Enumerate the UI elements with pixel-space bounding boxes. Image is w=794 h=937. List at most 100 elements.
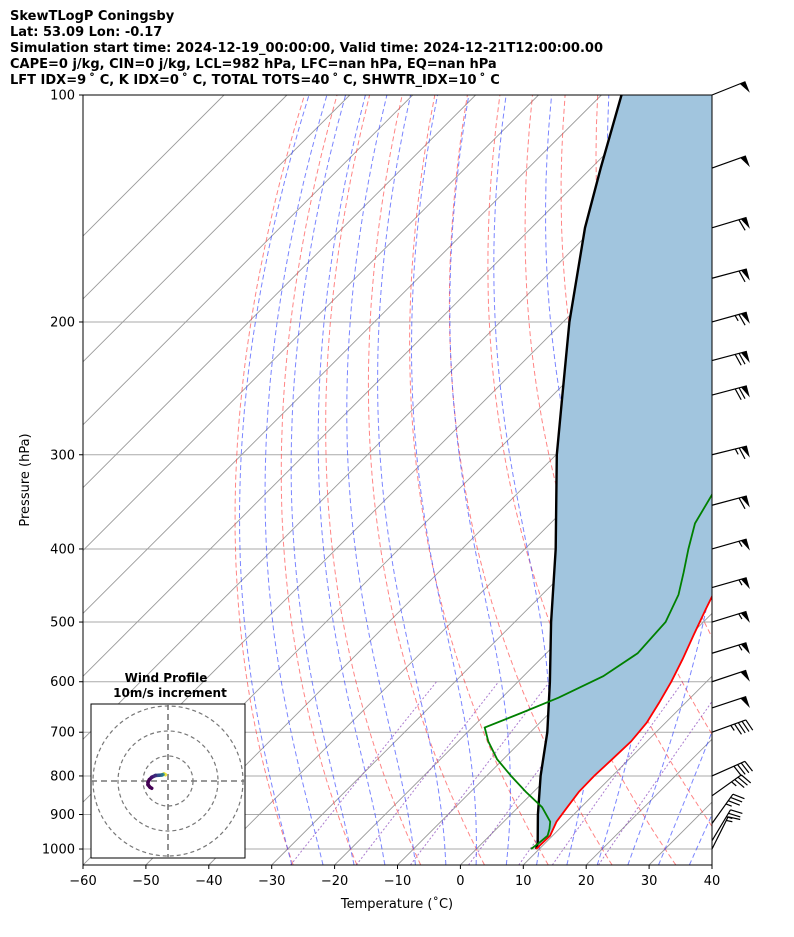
isotherm-line: [522, 675, 712, 865]
dry-adiabat-line: [728, 95, 794, 865]
moist-adiabat-line: [377, 95, 447, 865]
isotherm-line: [775, 95, 794, 865]
wind-barb: [711, 793, 745, 824]
wind-barb: [711, 696, 750, 709]
y-tick-label: 200: [50, 315, 75, 330]
isotherm-line: [145, 298, 712, 865]
x-tick-label: −30: [258, 874, 285, 889]
moist-adiabat-line: [264, 95, 328, 865]
isotherm-line: [83, 95, 539, 552]
dewpoint-profile-line: [483, 492, 712, 850]
x-tick-label: 30: [641, 874, 658, 889]
wind-barb: [711, 445, 750, 460]
hodograph-title: Wind Profile: [125, 671, 208, 685]
moist-adiabat-line: [410, 95, 477, 865]
dry-adiabat-line: [280, 95, 358, 865]
moist-adiabat-line: [627, 95, 712, 865]
x-tick-label: 10: [515, 874, 532, 889]
y-tick-label: 700: [50, 726, 75, 741]
x-tick-label: −40: [195, 874, 222, 889]
y-tick-label: 800: [50, 769, 75, 784]
wind-barb: [711, 642, 750, 655]
dry-adiabat-line: [234, 95, 305, 865]
dry-adiabat-line: [367, 95, 485, 865]
moist-adiabat-line: [317, 95, 386, 865]
moist-adiabat-line: [346, 95, 416, 865]
x-tick-label: −50: [132, 874, 159, 889]
y-tick-label: 1000: [42, 843, 75, 858]
y-tick-label: 900: [50, 808, 75, 823]
cin-shade-area: [536, 95, 712, 849]
wind-barb: [711, 268, 750, 283]
wind-barb: [711, 774, 752, 797]
isotherm-line: [83, 95, 414, 426]
wind-barb: [711, 495, 750, 510]
isotherm-line: [334, 486, 712, 865]
y-tick-label: 400: [50, 542, 75, 557]
time-line: Simulation start time: 2024-12-19_00:00:…: [10, 41, 603, 56]
isotherm-line: [83, 95, 602, 615]
sounding-profiles: [483, 95, 712, 850]
dry-adiabat-line: [325, 95, 422, 865]
y-tick-label: 600: [50, 675, 75, 690]
temperature-profile-line: [535, 594, 712, 850]
wind-barb: [711, 216, 750, 231]
mixing-ratio-line: [290, 681, 437, 865]
temperature-indices-line: LFT IDX=9 ˚ C, K IDX=0 ˚ C, TOTAL TOTS=4…: [10, 73, 500, 88]
moist-adiabat-line: [290, 95, 355, 865]
isotherm-line: [83, 95, 665, 677]
isotherm-line: [711, 864, 712, 865]
x-tick-label: −10: [384, 874, 411, 889]
wind-barb: [711, 719, 754, 735]
x-axis-label: Temperature (˚C): [340, 896, 453, 912]
dry-adiabat-line: [524, 95, 712, 828]
x-tick-label: −60: [69, 874, 96, 889]
wind-barb: [711, 81, 750, 96]
y-tick-label: 500: [50, 616, 75, 631]
mixing-ratio-line: [409, 681, 550, 865]
x-tick-label: −20: [321, 874, 348, 889]
parcel-profile-line: [534, 95, 623, 850]
moist-adiabat-line: [720, 95, 794, 865]
y-tick-label: 300: [50, 448, 75, 463]
isotherm-line: [83, 95, 351, 363]
wind-barb: [711, 385, 750, 401]
chart-header: SkewTLogP Coningsby Lat: 53.09 Lon: -0.1…: [10, 9, 603, 89]
cape-cin-shading: [536, 95, 712, 849]
wind-barb: [711, 577, 750, 590]
x-tick-label: 20: [578, 874, 595, 889]
wind-barb: [711, 311, 750, 326]
moist-adiabat-line: [238, 95, 310, 865]
isotherm-line: [397, 549, 712, 865]
y-tick-label: 100: [50, 89, 75, 104]
hodograph-inset: Wind Profile 10m/s increment: [90, 671, 246, 859]
isotherm-line: [83, 95, 476, 489]
hodograph-trace-segment: [148, 785, 154, 790]
x-tick-label: 0: [456, 874, 464, 889]
chart-title: SkewTLogP Coningsby: [10, 9, 175, 24]
isotherm-line: [83, 95, 225, 237]
hodograph-subtitle: 10m/s increment: [113, 686, 227, 700]
dry-adiabat-line: [761, 95, 794, 865]
moist-adiabat-line: [449, 95, 511, 865]
hodograph-ring: [117, 730, 219, 832]
y-axis-label: Pressure (hPa): [18, 433, 33, 526]
wind-barbs: [711, 81, 754, 850]
wind-barb: [711, 669, 750, 683]
wind-barb: [711, 760, 753, 777]
wind-barb: [711, 350, 750, 366]
wind-barb: [711, 809, 743, 842]
wind-barb: [711, 610, 750, 623]
location-line: Lat: 53.09 Lon: -0.17: [10, 25, 163, 40]
mixing-ratio-line: [551, 681, 684, 865]
x-tick-label: 40: [704, 874, 721, 889]
axes: [79, 94, 713, 869]
dry-adiabat-line: [409, 95, 549, 865]
wind-barb: [711, 538, 750, 551]
mixing-ratio-line: [597, 700, 712, 865]
wind-barb: [711, 155, 750, 169]
stability-indices-line: CAPE=0 j/kg, CIN=0 j/kg, LCL=982 hPa, LF…: [10, 57, 497, 72]
isotherm-line: [83, 95, 288, 300]
